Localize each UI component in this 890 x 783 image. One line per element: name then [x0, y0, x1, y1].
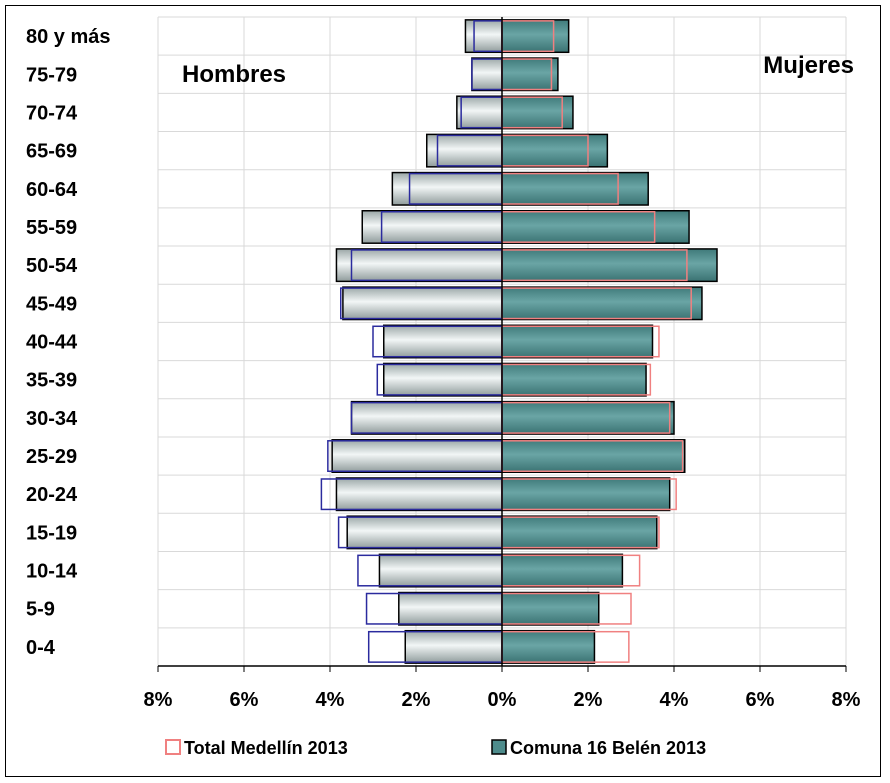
- legend-swatch-comuna-16: [491, 739, 507, 755]
- bar-comuna-male-20-24: [335, 477, 503, 512]
- bar-comuna-female-65-69: [501, 133, 609, 168]
- bar-comuna-female-20-24: [501, 477, 671, 512]
- x-tick-label-6: 4%: [660, 689, 689, 711]
- category-label-80 y más: 80 y más: [26, 26, 111, 48]
- bar-comuna-male-5-9: [398, 591, 503, 626]
- x-tick-label-8: 8%: [832, 689, 861, 711]
- bar-comuna-female-5-9: [501, 591, 600, 626]
- legend-swatch-total-medellin: [165, 739, 181, 755]
- x-tick-label-5: 2%: [574, 689, 603, 711]
- x-tick-label-3: 2%: [402, 689, 431, 711]
- category-label-25-29: 25-29: [26, 446, 77, 468]
- category-label-45-49: 45-49: [26, 293, 77, 315]
- bar-comuna-male-60-64: [391, 171, 503, 206]
- bar-comuna-male-35-39: [383, 362, 503, 397]
- bar-comuna-male-50-54: [335, 248, 503, 283]
- category-label-20-24: 20-24: [26, 484, 78, 506]
- legend: Total Medellín 2013 Comuna 16 Belén 2013: [165, 738, 706, 758]
- bar-comuna-female-40-44: [501, 324, 654, 359]
- bar-comuna-female-35-39: [501, 362, 647, 397]
- x-tick-label-0: 8%: [144, 689, 173, 711]
- x-tick-label-1: 6%: [230, 689, 259, 711]
- category-label-40-44: 40-44: [26, 332, 78, 354]
- bar-comuna-female-55-59: [501, 209, 690, 244]
- category-label-70-74: 70-74: [26, 102, 78, 124]
- bar-comuna-male-25-29: [331, 439, 503, 474]
- bar-comuna-male-80 y más: [464, 19, 503, 54]
- bar-comuna-female-10-14: [501, 553, 624, 588]
- bar-comuna-female-70-74: [501, 95, 574, 130]
- bar-comuna-female-30-34: [501, 400, 675, 435]
- category-label-10-14: 10-14: [26, 561, 78, 583]
- legend-label-comuna-16: Comuna 16 Belén 2013: [510, 738, 706, 758]
- side-label-left: Hombres: [182, 61, 286, 88]
- category-label-50-54: 50-54: [26, 255, 78, 277]
- legend-label-total-medellin: Total Medellín 2013: [184, 738, 348, 758]
- category-label-0-4: 0-4: [26, 637, 56, 659]
- category-label-55-59: 55-59: [26, 217, 77, 239]
- bar-comuna-male-40-44: [383, 324, 503, 359]
- category-label-65-69: 65-69: [26, 141, 77, 163]
- bar-comuna-male-70-74: [456, 95, 503, 130]
- bar-comuna-female-15-19: [501, 515, 658, 550]
- category-label-30-34: 30-34: [26, 408, 78, 430]
- bar-comuna-female-45-49: [501, 286, 703, 321]
- x-tick-label-4: 0%: [488, 689, 517, 711]
- bar-comuna-male-55-59: [361, 209, 503, 244]
- x-tick-label-2: 4%: [316, 689, 345, 711]
- bar-comuna-male-10-14: [378, 553, 503, 588]
- bar-comuna-male-65-69: [426, 133, 503, 168]
- bar-comuna-male-30-34: [350, 400, 503, 435]
- bar-comuna-female-0-4: [501, 629, 596, 664]
- bar-comuna-male-0-4: [404, 629, 503, 664]
- category-label-35-39: 35-39: [26, 370, 77, 392]
- bar-comuna-female-80 y más: [501, 19, 570, 54]
- category-label-75-79: 75-79: [26, 64, 77, 86]
- bar-comuna-female-60-64: [501, 171, 649, 206]
- category-label-60-64: 60-64: [26, 179, 78, 201]
- category-label-5-9: 5-9: [26, 599, 55, 621]
- bar-comuna-female-50-54: [501, 248, 718, 283]
- category-label-15-19: 15-19: [26, 522, 77, 544]
- bar-comuna-male-45-49: [342, 286, 503, 321]
- bar-comuna-female-25-29: [501, 439, 686, 474]
- bar-comuna-male-15-19: [346, 515, 503, 550]
- bar-comuna-male-75-79: [471, 57, 503, 92]
- x-tick-label-7: 6%: [746, 689, 775, 711]
- bar-comuna-female-75-79: [501, 57, 559, 92]
- side-label-right: Mujeres: [763, 52, 854, 79]
